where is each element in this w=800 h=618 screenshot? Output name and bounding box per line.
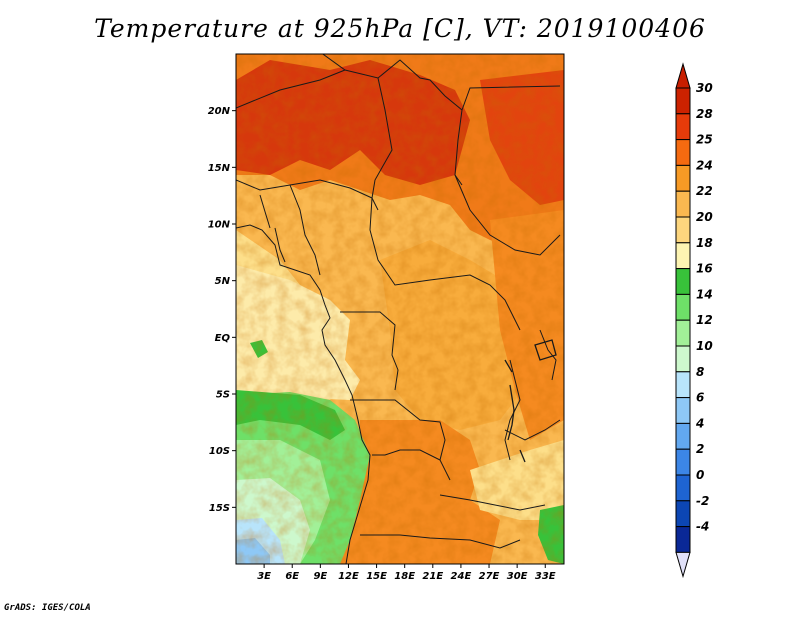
colorbar-swatch: [675, 190, 691, 218]
lon-tick-label: 18E: [394, 571, 415, 582]
lon-tick-label: 12E: [338, 571, 359, 582]
colorbar-label: 25: [696, 133, 713, 147]
colorbar-swatch: [675, 345, 691, 373]
lon-tick-label: 33E: [535, 571, 556, 582]
colorbar-swatch: [675, 242, 691, 270]
colorbar-top-arrow: [675, 62, 691, 89]
colorbar-swatch: [675, 139, 691, 166]
lat-tick-label: 10S: [209, 446, 230, 457]
lon-tick-label: 15E: [366, 571, 387, 582]
lat-tick-label: 15N: [208, 163, 231, 174]
colorbar-label: 28: [696, 107, 713, 121]
lon-tick-label: 3E: [257, 571, 271, 582]
colorbar-label: 12: [696, 313, 713, 327]
colorbar-label: 6: [696, 391, 704, 405]
colorbar-label: 10: [696, 339, 713, 353]
colorbar-label: 0: [696, 468, 704, 482]
lat-tick-label: 20N: [208, 106, 231, 117]
plot-frame: [235, 53, 565, 565]
colorbar-swatch: [675, 164, 691, 192]
lat-tick-label: 5S: [216, 390, 230, 401]
lon-tick-label: 30E: [507, 571, 528, 582]
colorbar-label: 2: [696, 442, 704, 456]
colorbar-swatch: [675, 293, 691, 321]
colorbar-swatch: [675, 500, 691, 528]
colorbar-swatch: [675, 448, 691, 476]
lon-tick-label: 24E: [451, 571, 472, 582]
colorbar-label: 22: [696, 184, 713, 198]
colorbar-swatch: [675, 268, 691, 295]
colorbar-swatch: [675, 397, 691, 424]
colorbar-label: 20: [696, 210, 713, 224]
colorbar-swatch: [675, 113, 691, 141]
colorbar-label: 4: [695, 416, 704, 430]
lakes: [504, 339, 557, 463]
lon-tick-label: 9E: [313, 571, 327, 582]
country-borders: [236, 54, 561, 564]
lon-tick-label: 27E: [479, 571, 500, 582]
colorbar-swatch: [675, 526, 691, 553]
colorbar-label: 30: [696, 81, 713, 95]
colorbar-label: 8: [696, 365, 704, 379]
lat-tick-label: 5N: [215, 276, 231, 287]
grads-credit: GrADS: IGES/COLA: [4, 603, 91, 613]
longitude-axis: 3E 6E 9E 12E 15E 18E 21E 24E 27E 30E 33E: [257, 564, 556, 582]
map-title: Temperature at 925hPa [C], VT: 201910040…: [94, 14, 706, 43]
colorbar-label: -4: [696, 520, 709, 534]
lat-tick-label: EQ: [215, 333, 231, 344]
lat-tick-label: 10N: [208, 220, 231, 231]
lon-tick-label: 6E: [285, 571, 299, 582]
lon-tick-label: 21E: [422, 571, 443, 582]
colorbar-label: 16: [696, 262, 713, 276]
temperature-field: [236, 54, 564, 564]
colorbar-bottom-arrow: [675, 551, 691, 579]
colorbar-swatch: [675, 371, 691, 399]
colorbar-label: 24: [696, 158, 713, 172]
colorbar-swatch: [675, 216, 691, 244]
colorbar-swatch: [675, 422, 691, 450]
colorbar-swatch: [675, 474, 691, 502]
colorbar-swatch: [675, 319, 691, 347]
colorbar-swatch: [675, 87, 691, 115]
field-texture: [236, 54, 564, 564]
colorbar-label: 18: [696, 236, 713, 250]
latitude-axis: 20N 15N 10N 5N EQ 5S 10S 15S: [208, 106, 236, 514]
colorbar-label: -2: [696, 494, 709, 508]
colorbar-label: 14: [696, 287, 713, 301]
lat-tick-label: 15S: [209, 503, 230, 514]
